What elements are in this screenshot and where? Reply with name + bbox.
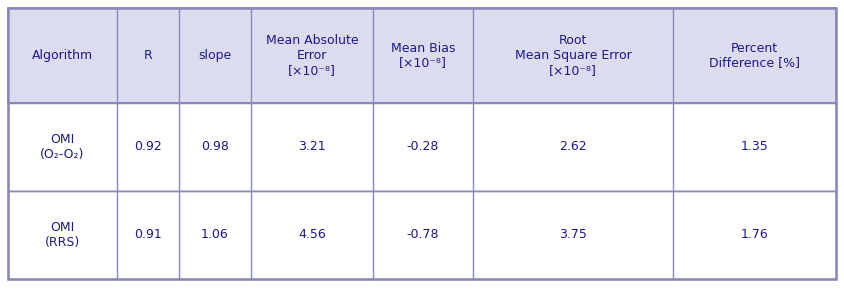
Text: Mean Absolute
Error
[×10⁻⁸]: Mean Absolute Error [×10⁻⁸] [266,34,359,77]
Text: 3.21: 3.21 [298,140,326,154]
Text: Percent
Difference [%]: Percent Difference [%] [709,41,800,69]
Text: slope: slope [198,49,231,62]
Text: Mean Bias
[×10⁻⁸]: Mean Bias [×10⁻⁸] [391,41,455,69]
Text: 1.76: 1.76 [741,229,768,241]
Text: 1.35: 1.35 [741,140,768,154]
Text: 4.56: 4.56 [298,229,326,241]
Text: 0.92: 0.92 [134,140,162,154]
Text: 2.62: 2.62 [560,140,587,154]
Text: Root
Mean Square Error
[×10⁻⁸]: Root Mean Square Error [×10⁻⁸] [515,34,631,77]
Text: R: R [143,49,153,62]
Text: Algorithm: Algorithm [32,49,93,62]
Text: 3.75: 3.75 [559,229,587,241]
Text: 0.98: 0.98 [201,140,229,154]
Text: -0.28: -0.28 [407,140,439,154]
Text: 1.06: 1.06 [201,229,229,241]
Bar [8,191,836,279]
Text: 0.91: 0.91 [134,229,162,241]
Bar [8,103,836,191]
Text: OMI
(RRS): OMI (RRS) [45,221,80,249]
Bar [8,8,836,103]
Text: OMI
(O₂-O₂): OMI (O₂-O₂) [41,133,84,161]
Text: -0.78: -0.78 [407,229,439,241]
